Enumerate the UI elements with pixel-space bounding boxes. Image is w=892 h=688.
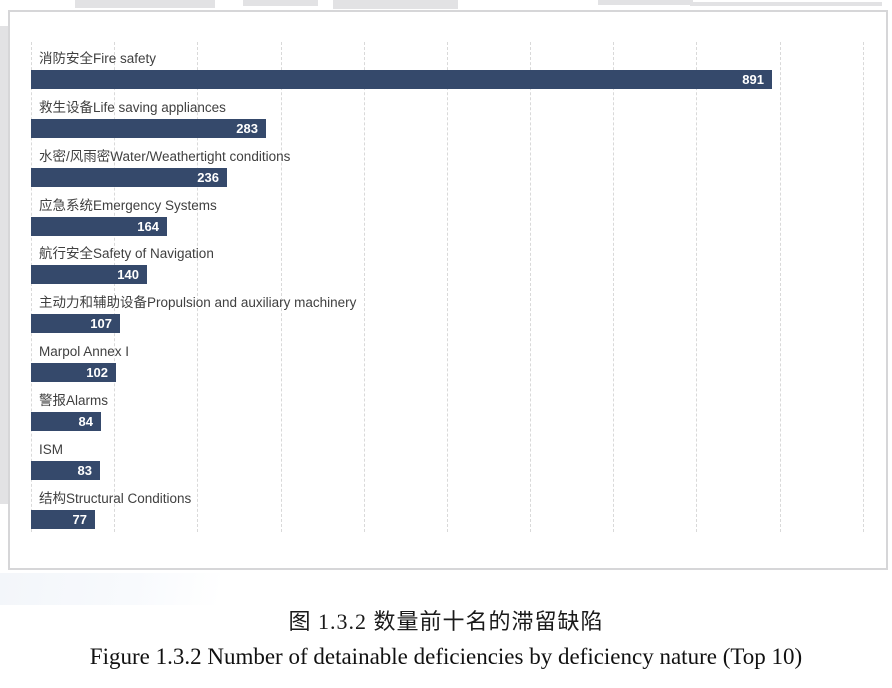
- figure-caption-chinese: 图 1.3.2 数量前十名的滞留缺陷: [288, 609, 604, 634]
- category-label: 航行安全Safety of Navigation: [39, 246, 214, 262]
- category-label: ISM: [39, 441, 64, 457]
- bar: 236: [31, 167, 227, 187]
- bar: 83: [31, 460, 100, 480]
- bar-value-label: 84: [78, 413, 93, 429]
- gridline: [446, 42, 448, 532]
- figure-caption-english: Figure 1.3.2 Number of detainable defici…: [89, 644, 803, 669]
- chart-panel: 消防安全Fire safety 891 救生设备Life saving applia…: [8, 10, 888, 570]
- bar-row: 救生设备Life saving appliances 283: [31, 95, 871, 143]
- category-label: Marpol Annex I: [39, 344, 130, 360]
- category-label: 水密/风雨密Water/Weathertight conditions: [39, 148, 291, 164]
- bar-value-label: 283: [236, 120, 258, 136]
- bar-value-label: 102: [86, 365, 108, 381]
- bar: 283: [31, 118, 266, 138]
- bar: 107: [31, 314, 120, 334]
- gridline: [280, 42, 282, 532]
- bar-row: 水密/风雨密Water/Weathertight conditions 236: [31, 144, 871, 192]
- gridline: [862, 42, 864, 532]
- bar-row: ISM 83: [31, 437, 871, 485]
- bar-row: 警报Alarms 84: [31, 388, 871, 436]
- bar-row: 主动力和辅助设备Propulsion and auxiliary machine…: [31, 290, 871, 338]
- bar-value-label: 77: [72, 511, 87, 527]
- gridline: [696, 42, 698, 532]
- bar: 102: [31, 363, 116, 383]
- bar-row: 结构Structural Conditions 77: [31, 486, 871, 534]
- bar-value-label: 891: [742, 72, 764, 87]
- category-label: 消防安全Fire safety: [39, 51, 157, 66]
- gridline: [114, 42, 116, 532]
- watermark-fragment: [243, 0, 318, 6]
- category-label: 结构Structural Conditions: [39, 490, 192, 506]
- gridline: [31, 42, 32, 532]
- bar-value-label: 140: [117, 267, 139, 283]
- bar: 77: [31, 509, 95, 529]
- watermark-fragment: [0, 26, 8, 504]
- watermark-fragment: [598, 0, 693, 5]
- bar-value-label: 83: [77, 462, 92, 478]
- category-label: 警报Alarms: [39, 392, 109, 408]
- gridline: [363, 42, 365, 532]
- gridline: [530, 42, 532, 532]
- watermark-fragment: [690, 2, 882, 6]
- bar: 891: [31, 70, 772, 89]
- category-label: 应急系统Emergency Systems: [39, 197, 217, 213]
- watermark-fragment: [333, 0, 458, 9]
- plot-area: 消防安全Fire safety 891 救生设备Life saving applia…: [10, 12, 886, 568]
- bar-value-label: 107: [90, 316, 112, 332]
- bar-value-label: 164: [137, 218, 159, 234]
- bar: 84: [31, 411, 101, 431]
- watermark-fragment: [75, 0, 215, 8]
- category-label: 救生设备Life saving appliances: [39, 99, 226, 115]
- category-label: 主动力和辅助设备Propulsion and auxiliary machine…: [39, 295, 357, 311]
- bar-value-label: 236: [197, 169, 219, 185]
- bar-row: 应急系统Emergency Systems 164: [31, 193, 871, 241]
- gridline: [779, 42, 781, 532]
- gridline: [197, 42, 199, 532]
- bar-row: 航行安全Safety of Navigation 140: [31, 241, 871, 289]
- bar-row: 消防安全Fire safety 891: [31, 46, 871, 94]
- bar-row: Marpol Annex I 102: [31, 339, 871, 387]
- bar: 164: [31, 216, 167, 236]
- gridline: [613, 42, 615, 532]
- watermark-fragment: [0, 573, 220, 605]
- bar: 140: [31, 265, 147, 285]
